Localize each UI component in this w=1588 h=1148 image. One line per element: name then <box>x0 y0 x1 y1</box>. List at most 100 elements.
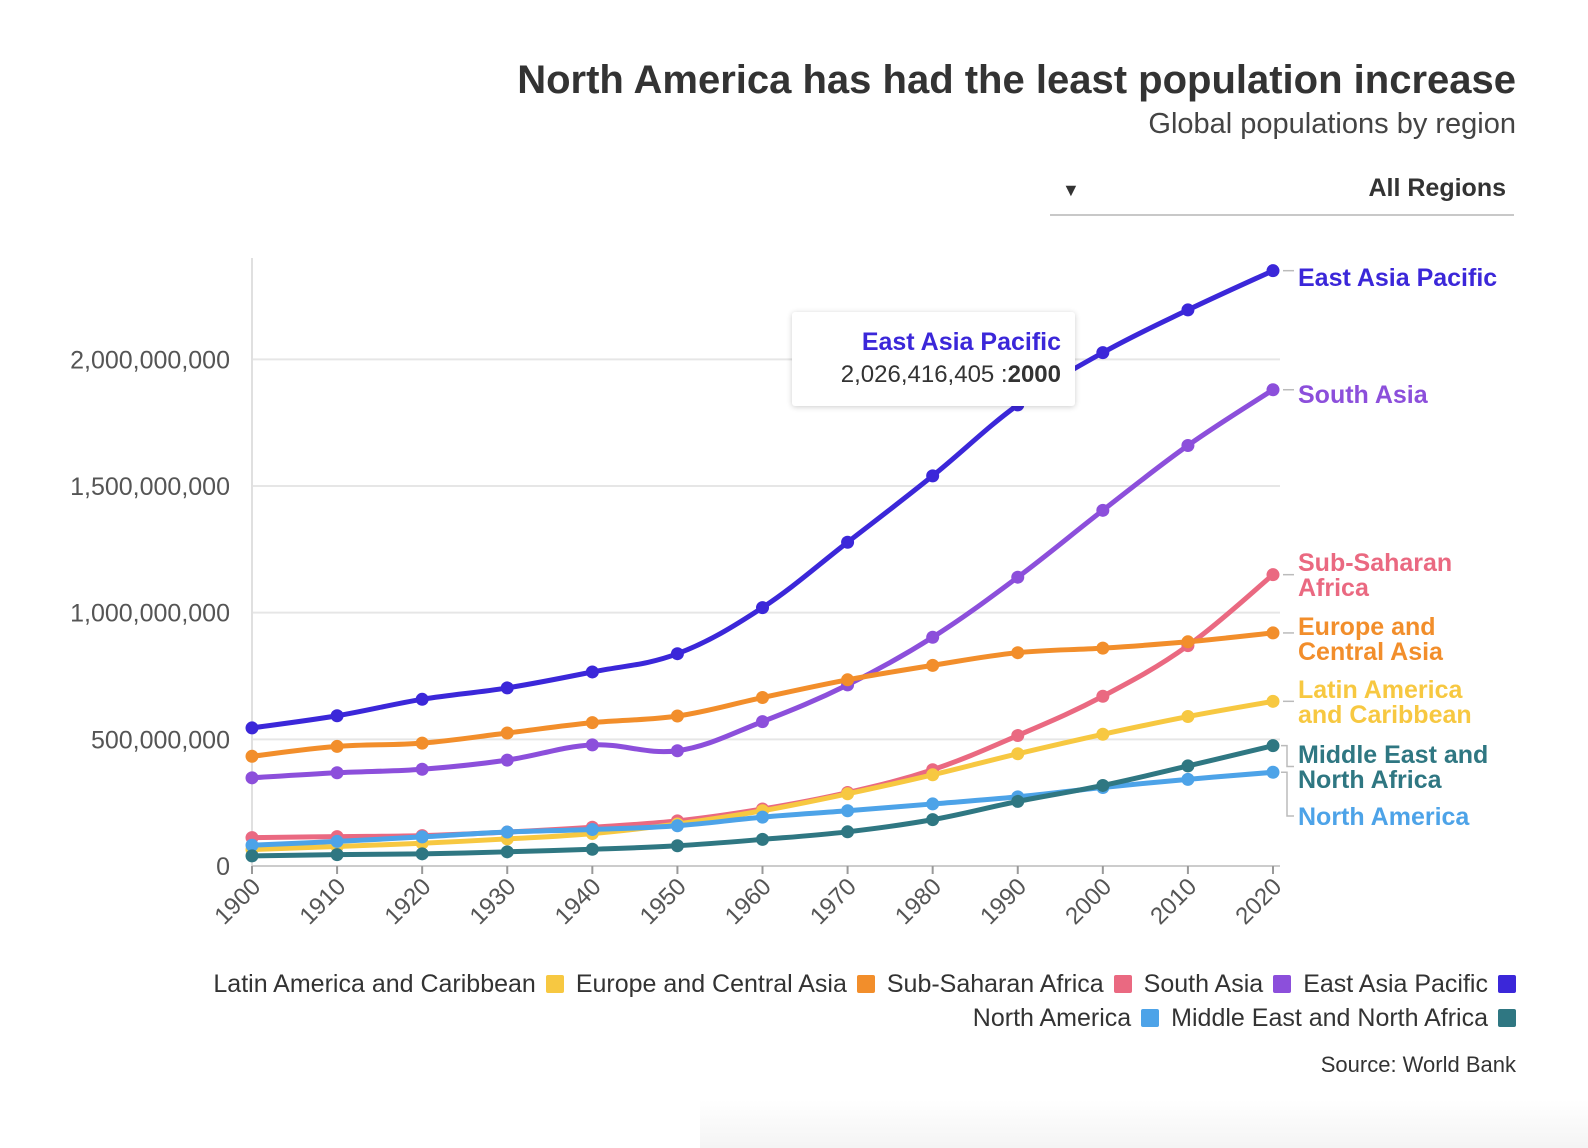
data-point <box>330 739 344 753</box>
data-point <box>1181 759 1195 773</box>
data-point <box>585 842 599 856</box>
data-point <box>585 665 599 679</box>
x-tick-label: 1990 <box>975 873 1032 930</box>
legend-item[interactable]: Latin America and Caribbean <box>213 970 564 999</box>
bottom-shade <box>700 1100 1588 1148</box>
data-point <box>1096 689 1110 703</box>
data-point <box>926 658 940 672</box>
data-point <box>245 849 259 863</box>
legend-label: Sub-Saharan Africa <box>886 970 1104 998</box>
data-point <box>1266 383 1280 397</box>
label-connector <box>1281 744 1294 768</box>
x-tick-label: 2000 <box>1060 873 1117 930</box>
data-point <box>926 630 940 644</box>
data-point <box>670 709 684 723</box>
label-connector <box>1281 771 1294 817</box>
data-point <box>841 535 855 549</box>
data-point <box>500 681 514 695</box>
data-point <box>926 797 940 811</box>
legend-item[interactable]: Sub-Saharan Africa <box>887 970 1132 999</box>
y-tick-label: 0 <box>216 853 230 881</box>
tooltip: East Asia Pacific 2,026,416,405 :2000 <box>792 312 1075 406</box>
data-point <box>585 738 599 752</box>
data-point <box>1011 729 1025 743</box>
tooltip-value-line: 2,026,416,405 :2000 <box>792 358 1061 392</box>
series-end-label-line: North Africa <box>1298 766 1443 794</box>
data-point <box>841 673 855 687</box>
data-point <box>245 749 259 763</box>
data-point <box>245 771 259 785</box>
series-end-label: Latin America and Caribbean <box>1298 676 1472 729</box>
data-point <box>1266 739 1280 753</box>
series-end-label: South Asia <box>1298 381 1429 409</box>
series-middle-east-and-north-africa <box>245 739 1280 863</box>
x-tick-label: 1920 <box>380 873 437 930</box>
data-point <box>1011 747 1025 761</box>
x-tick-label: 2010 <box>1145 873 1202 930</box>
series-end-label-line: East Asia Pacific <box>1298 264 1497 292</box>
tooltip-year: 2000 <box>1007 361 1061 388</box>
data-point <box>670 839 684 853</box>
series-end-label-line: and Caribbean <box>1298 701 1472 729</box>
tooltip-series-name: East Asia Pacific <box>861 328 1061 356</box>
legend-item[interactable]: East Asia Pacific <box>1303 970 1516 999</box>
data-point <box>756 601 769 615</box>
data-point <box>1266 765 1280 779</box>
data-point <box>841 787 855 801</box>
legend-swatch <box>1498 1009 1516 1027</box>
data-point <box>1011 570 1025 584</box>
series-east-asia-pacific <box>245 264 1280 735</box>
series-end-label: North America <box>1298 803 1470 831</box>
legend-swatch <box>856 975 875 993</box>
data-point <box>1266 264 1280 278</box>
data-point <box>1096 346 1110 360</box>
data-point <box>1181 772 1195 786</box>
legend-label: East Asia Pacific <box>1303 970 1488 998</box>
y-tick-label: 1,000,000,000 <box>70 600 230 628</box>
data-point <box>330 709 344 723</box>
data-point <box>245 838 259 852</box>
data-point <box>1266 568 1280 582</box>
data-point <box>1181 635 1195 649</box>
data-point <box>670 647 684 661</box>
series-south-asia <box>245 383 1280 785</box>
series-end-label-line: North America <box>1298 803 1470 831</box>
data-point <box>756 691 769 705</box>
data-point <box>756 810 769 824</box>
data-point <box>1266 694 1280 708</box>
y-tick-label: 1,500,000,000 <box>70 473 230 501</box>
legend-item[interactable]: North America <box>973 1004 1160 1033</box>
legend-item[interactable]: Europe and Central Asia <box>576 970 875 999</box>
data-point <box>415 736 429 750</box>
x-tick-label: 1910 <box>294 873 351 930</box>
series-end-label: Europe and Central Asia <box>1298 613 1444 666</box>
data-point <box>1181 303 1195 317</box>
series-end-label-line: Sub-Saharan <box>1298 549 1452 577</box>
legend-label: Latin America and Caribbean <box>213 970 536 998</box>
series-end-label-line: Central Asia <box>1298 638 1444 666</box>
data-point <box>330 848 344 862</box>
source-note: Source: World Bank <box>1320 1052 1516 1077</box>
legend-swatch <box>1273 975 1292 993</box>
series-line <box>249 572 1276 841</box>
legend-row: North America Middle East and North Afric… <box>961 1004 1516 1033</box>
legend-item[interactable]: Middle East and North Africa <box>1171 1004 1516 1033</box>
x-tick-label: 1980 <box>890 873 947 930</box>
legend-swatch <box>1113 975 1132 993</box>
region-dropdown[interactable]: ▼ All Regions <box>1050 166 1514 216</box>
x-tick-label: 1960 <box>720 873 777 930</box>
data-point <box>670 819 684 833</box>
data-point <box>330 834 344 848</box>
end-labels: East Asia Pacific South Asia Sub-Saharan Af… <box>1281 264 1497 831</box>
series-end-label-line: Africa <box>1298 574 1370 602</box>
data-point <box>1011 794 1025 808</box>
x-tick-label: 1970 <box>805 873 862 930</box>
y-tick-label: 2,000,000,000 <box>70 346 230 374</box>
legend-item[interactable]: South Asia <box>1144 970 1292 999</box>
data-point <box>841 825 855 839</box>
series-end-label-line: Middle East and <box>1298 741 1488 769</box>
legend-label: Middle East and North Africa <box>1171 1004 1488 1032</box>
y-tick-label: 500,000,000 <box>91 726 230 754</box>
data-point <box>415 847 429 861</box>
x-tick-label: 1940 <box>550 873 607 930</box>
